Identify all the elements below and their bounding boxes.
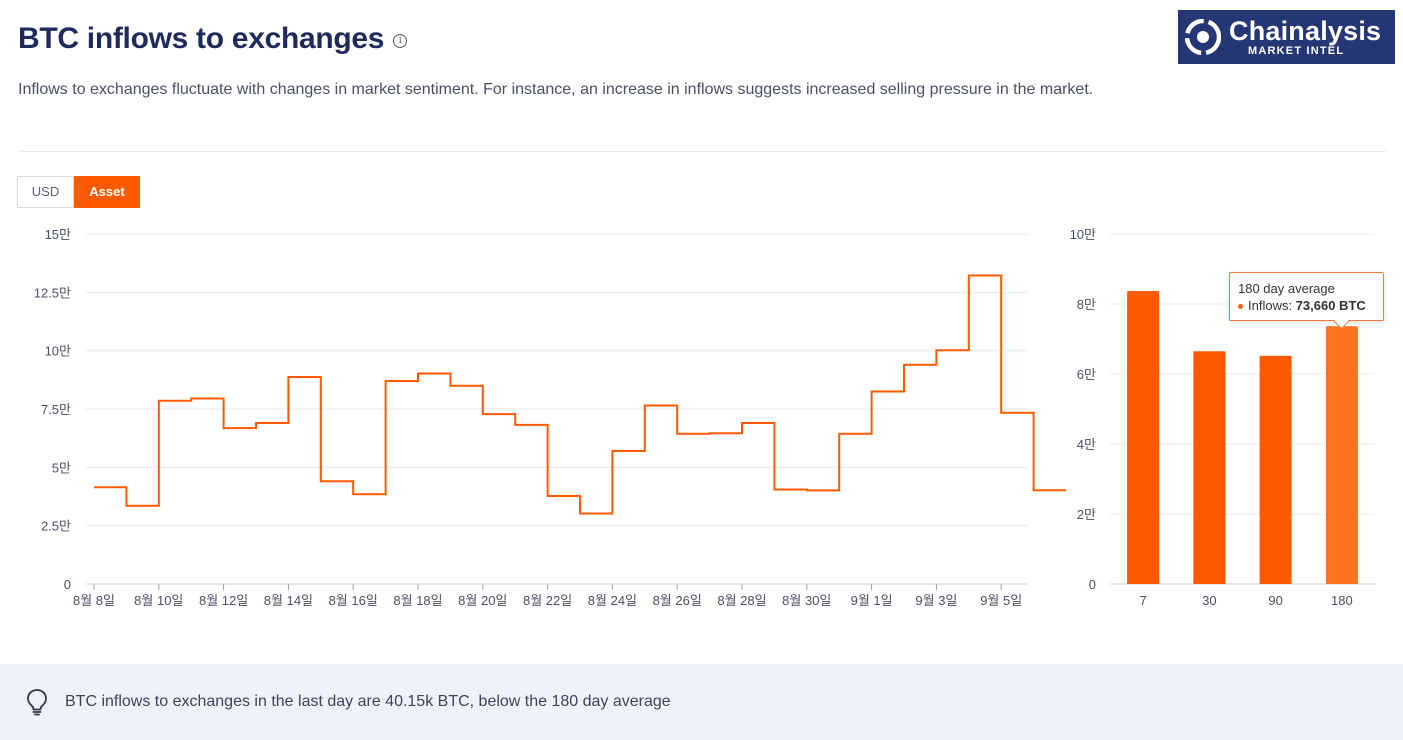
line-x-tick-label: 9월 5일 bbox=[980, 593, 1022, 608]
bar-y-tick-label: 10만 bbox=[1070, 227, 1096, 242]
line-x-tick-label: 8월 30일 bbox=[782, 593, 831, 608]
tooltip-dot bbox=[1238, 304, 1243, 310]
line-y-tick-label: 7.5만 bbox=[41, 402, 71, 417]
bar-chart: 0 2만 4만 6만 8만 10만 7 30 90 180 bbox=[1070, 227, 1375, 608]
bar-y-tick-label: 2만 bbox=[1077, 507, 1096, 522]
bar-x-tick-label: 30 bbox=[1202, 593, 1216, 608]
logo-subtitle: MARKET INTEL bbox=[1247, 44, 1345, 57]
page-title: BTC inflows to exchanges bbox=[18, 22, 385, 55]
line-x-tick-label: 8월 16일 bbox=[329, 593, 378, 608]
bar-180-day bbox=[1325, 326, 1358, 584]
asset-toggle-button[interactable]: Asset bbox=[74, 176, 140, 208]
line-x-tick-label: 8월 12일 bbox=[199, 593, 248, 608]
bar-x-tick-label: 7 bbox=[1140, 593, 1147, 608]
line-x-tick-label: 8월 28일 bbox=[717, 593, 766, 608]
line-x-tick-label: 8월 20일 bbox=[458, 593, 507, 608]
line-y-tick-label: 2.5만 bbox=[41, 519, 71, 534]
chainalysis-logo-icon bbox=[1185, 19, 1221, 55]
line-x-tick-label: 8월 10일 bbox=[134, 593, 183, 608]
tooltip-series-label: Inflows: bbox=[1248, 298, 1296, 313]
tooltip-value: 73,660 BTC bbox=[1295, 298, 1366, 313]
line-x-tick-label: 8월 26일 bbox=[653, 593, 702, 608]
unit-toggle: USD Asset bbox=[17, 176, 140, 208]
line-x-tick-label: 8월 8일 bbox=[73, 593, 115, 608]
line-y-tick-label: 0 bbox=[64, 577, 71, 592]
title-row: BTC inflows to exchanges i bbox=[18, 22, 408, 56]
tooltip-line: Inflows: 73,660 BTC bbox=[1238, 298, 1375, 313]
chainalysis-logo: Chainalysis MARKET INTEL bbox=[1178, 10, 1395, 64]
line-x-tick-label: 9월 3일 bbox=[915, 593, 957, 608]
line-x-tick-label: 9월 1일 bbox=[851, 593, 893, 608]
line-x-tick-label: 8월 18일 bbox=[393, 593, 442, 608]
inflows-step-line bbox=[94, 274, 1066, 515]
logo-name: Chainalysis bbox=[1229, 15, 1382, 46]
tooltip-title: 180 day average bbox=[1238, 281, 1335, 296]
line-y-tick-label: 5만 bbox=[52, 460, 71, 475]
bar-30-day bbox=[1193, 351, 1226, 584]
line-y-tick-label: 12.5만 bbox=[34, 285, 71, 300]
line-x-tick-label: 8월 24일 bbox=[588, 593, 637, 608]
insight-banner: BTC inflows to exchanges in the last day… bbox=[0, 664, 1403, 740]
line-x-tick-label: 8월 14일 bbox=[264, 593, 313, 608]
line-y-tick-label: 15만 bbox=[45, 227, 71, 242]
bar-tooltip: 180 day average Inflows: 73,660 BTC bbox=[1229, 272, 1384, 321]
bar-x-tick-label: 90 bbox=[1268, 593, 1282, 608]
insight-text: BTC inflows to exchanges in the last day… bbox=[65, 693, 671, 710]
bar-y-tick-label: 8만 bbox=[1077, 297, 1096, 312]
header-divider bbox=[18, 151, 1386, 152]
usd-toggle-button[interactable]: USD bbox=[17, 176, 74, 208]
line-x-tick-label: 8월 22일 bbox=[523, 593, 572, 608]
bar-y-tick-label: 6만 bbox=[1077, 367, 1096, 382]
line-chart: 0 2.5만 5만 7.5만 10만 12.5만 15만 8월 8일 8월 10일 8월 12일 8… bbox=[34, 227, 1066, 608]
bar-90-day bbox=[1259, 355, 1292, 584]
lightbulb-icon bbox=[27, 689, 47, 716]
bar-7-day bbox=[1127, 291, 1160, 584]
page-subtitle: Inflows to exchanges fluctuate with chan… bbox=[18, 81, 1094, 98]
bar-x-tick-label: 180 bbox=[1331, 593, 1353, 608]
bar-y-tick-label: 4만 bbox=[1077, 437, 1096, 452]
line-y-tick-label: 10만 bbox=[45, 344, 71, 359]
charts-canvas: 0 2.5만 5만 7.5만 10만 12.5만 15만 8월 8일 8월 10일 8월 12일 8… bbox=[34, 227, 1375, 608]
info-icon[interactable]: i bbox=[393, 34, 408, 48]
bar-y-tick-label: 0 bbox=[1089, 577, 1096, 592]
